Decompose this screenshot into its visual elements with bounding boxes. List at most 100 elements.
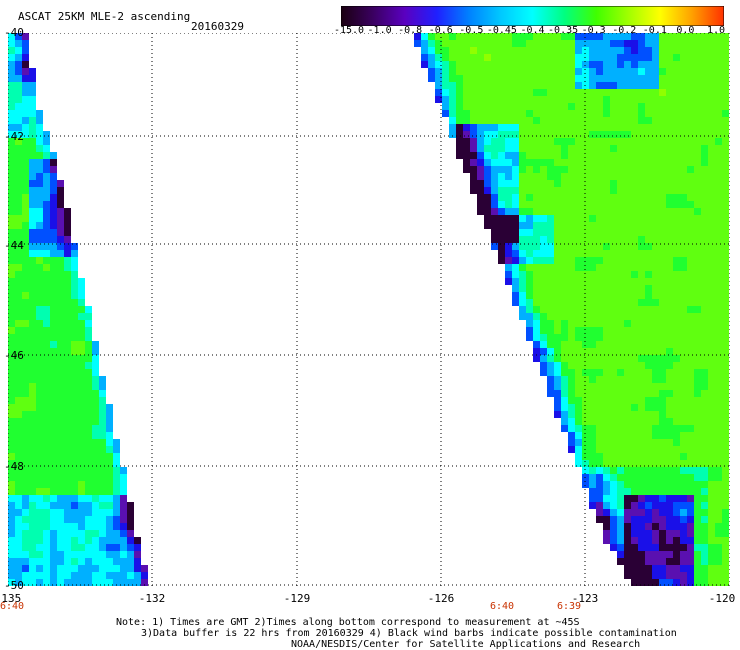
- wind-cell: [701, 229, 708, 236]
- wind-cell: [624, 110, 631, 117]
- colorbar-tick-label: -0.5: [459, 25, 484, 36]
- wind-cell: [106, 572, 113, 579]
- wind-cell: [603, 341, 610, 348]
- wind-cell: [680, 376, 687, 383]
- wind-cell: [99, 390, 106, 397]
- wind-cell: [722, 152, 729, 159]
- wind-cell: [582, 131, 589, 138]
- wind-cell: [484, 180, 491, 187]
- wind-cell: [71, 243, 78, 250]
- wind-cell: [547, 292, 554, 299]
- wind-cell: [708, 418, 715, 425]
- wind-cell: [484, 187, 491, 194]
- wind-cell: [680, 68, 687, 75]
- wind-cell: [624, 278, 631, 285]
- wind-cell: [127, 530, 134, 537]
- wind-cell: [715, 306, 722, 313]
- wind-cell: [722, 187, 729, 194]
- wind-cell: [659, 40, 666, 47]
- wind-cell: [547, 110, 554, 117]
- wind-cell: [680, 383, 687, 390]
- wind-cell: [568, 61, 575, 68]
- wind-cell: [8, 362, 15, 369]
- wind-cell: [666, 61, 673, 68]
- wind-cell: [78, 579, 85, 586]
- wind-cell: [71, 257, 78, 264]
- wind-cell: [43, 467, 50, 474]
- wind-cell: [659, 425, 666, 432]
- wind-cell: [8, 110, 15, 117]
- wind-cell: [29, 313, 36, 320]
- wind-cell: [22, 495, 29, 502]
- wind-cell: [638, 320, 645, 327]
- wind-cell: [57, 341, 64, 348]
- wind-cell: [561, 138, 568, 145]
- wind-cell: [617, 390, 624, 397]
- wind-cell: [666, 47, 673, 54]
- wind-cell: [568, 418, 575, 425]
- wind-cell: [666, 383, 673, 390]
- wind-cell: [8, 103, 15, 110]
- wind-cell: [547, 243, 554, 250]
- wind-cell: [638, 173, 645, 180]
- wind-cell: [85, 481, 92, 488]
- wind-cell: [36, 306, 43, 313]
- wind-cell: [589, 47, 596, 54]
- wind-cell: [680, 285, 687, 292]
- wind-cell: [603, 229, 610, 236]
- wind-cell: [694, 306, 701, 313]
- wind-cell: [512, 257, 519, 264]
- wind-cell: [15, 488, 22, 495]
- wind-cell: [533, 75, 540, 82]
- wind-cell: [64, 530, 71, 537]
- wind-cell: [659, 404, 666, 411]
- wind-cell: [36, 152, 43, 159]
- wind-cell: [99, 432, 106, 439]
- wind-cell: [29, 201, 36, 208]
- wind-cell: [519, 180, 526, 187]
- wind-cell: [575, 159, 582, 166]
- wind-cell: [15, 327, 22, 334]
- wind-cell: [624, 292, 631, 299]
- wind-cell: [575, 383, 582, 390]
- wind-cell: [15, 173, 22, 180]
- wind-cell: [610, 96, 617, 103]
- wind-cell: [673, 61, 680, 68]
- wind-cell: [659, 509, 666, 516]
- wind-cell: [414, 40, 421, 47]
- wind-cell: [645, 124, 652, 131]
- wind-cell: [645, 292, 652, 299]
- wind-cell: [722, 516, 729, 523]
- wind-cell: [29, 432, 36, 439]
- wind-cell: [113, 460, 120, 467]
- wind-cell: [491, 166, 498, 173]
- wind-cell: [43, 194, 50, 201]
- wind-cell: [57, 460, 64, 467]
- wind-cell: [484, 103, 491, 110]
- wind-cell: [701, 243, 708, 250]
- wind-cell: [680, 502, 687, 509]
- wind-cell: [533, 264, 540, 271]
- wind-cell: [36, 404, 43, 411]
- wind-cell: [15, 124, 22, 131]
- wind-cell: [701, 481, 708, 488]
- wind-cell: [722, 292, 729, 299]
- wind-cell: [575, 138, 582, 145]
- wind-cell: [498, 166, 505, 173]
- wind-cell: [43, 418, 50, 425]
- wind-cell: [624, 404, 631, 411]
- wind-cell: [78, 292, 85, 299]
- wind-cell: [43, 159, 50, 166]
- wind-cell: [603, 187, 610, 194]
- wind-cell: [666, 152, 673, 159]
- wind-cell: [64, 418, 71, 425]
- colorbar-tick-label: -0.45: [486, 25, 517, 36]
- wind-cell: [715, 460, 722, 467]
- wind-cell: [64, 229, 71, 236]
- wind-cell: [449, 75, 456, 82]
- wind-cell: [8, 509, 15, 516]
- wind-cell: [512, 236, 519, 243]
- wind-cell: [463, 82, 470, 89]
- wind-cell: [50, 474, 57, 481]
- wind-cell: [85, 383, 92, 390]
